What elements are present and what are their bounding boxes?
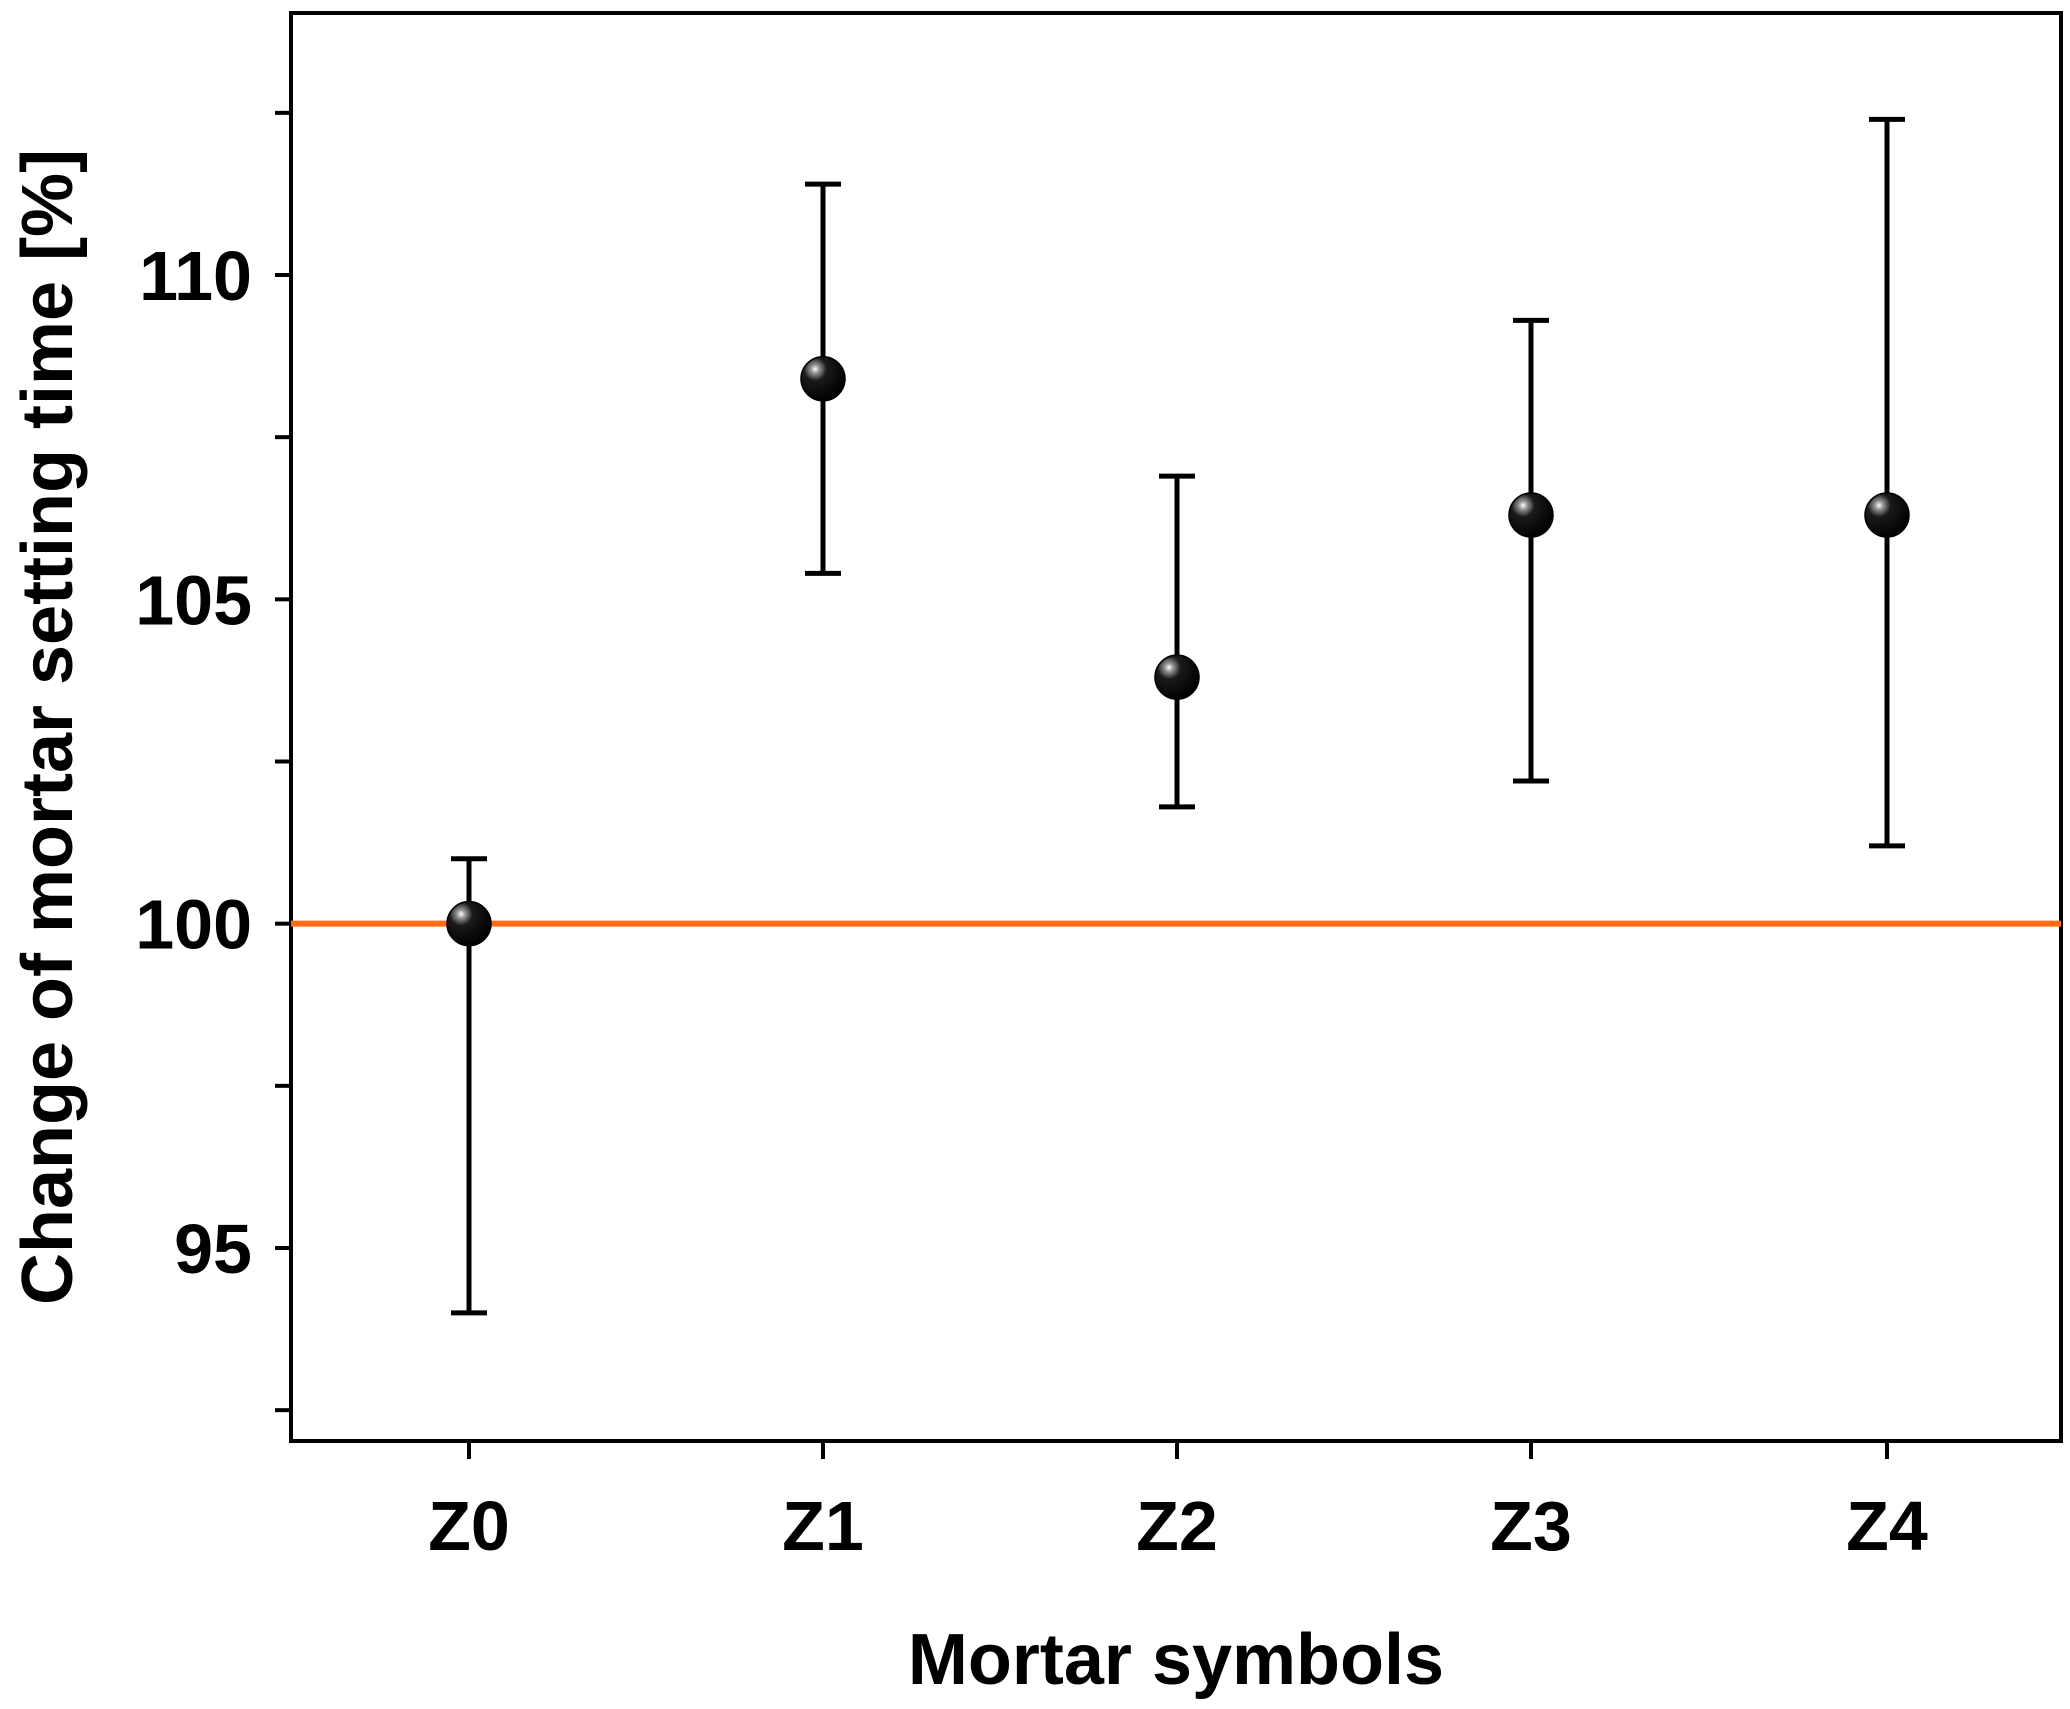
x-tick-label: Z1: [782, 1487, 864, 1565]
y-tick-label: 100: [135, 886, 252, 964]
error-bar-z3: [1513, 317, 1549, 784]
error-bar-z4: [1869, 116, 1905, 849]
y-axis-tick-labels: 95 100 105 110: [135, 237, 252, 1288]
error-bar-z2: [1159, 473, 1195, 810]
x-tick-label: Z0: [428, 1487, 510, 1565]
data-markers: [446, 356, 1910, 947]
data-point-z3: [1508, 492, 1554, 538]
x-tick-label: Z3: [1490, 1487, 1572, 1565]
data-point-z4: [1864, 492, 1910, 538]
y-tick-label: 105: [135, 561, 252, 639]
y-axis-ticks: [275, 110, 291, 1413]
y-axis-title: Change of mortar setting time [%]: [8, 149, 88, 1305]
x-axis-ticks: [467, 1441, 1889, 1459]
y-tick-label: 95: [174, 1210, 252, 1288]
error-bars: [451, 116, 1905, 1316]
data-point-z1: [800, 356, 846, 402]
x-axis-title: Mortar symbols: [908, 1620, 1444, 1700]
y-tick-label: 110: [139, 237, 252, 315]
x-axis-tick-labels: Z0 Z1 Z2 Z3 Z4: [428, 1487, 1928, 1565]
x-tick-label: Z4: [1846, 1487, 1928, 1565]
data-point-z2: [1154, 654, 1200, 700]
x-tick-label: Z2: [1136, 1487, 1218, 1565]
data-point-z0: [446, 900, 492, 947]
